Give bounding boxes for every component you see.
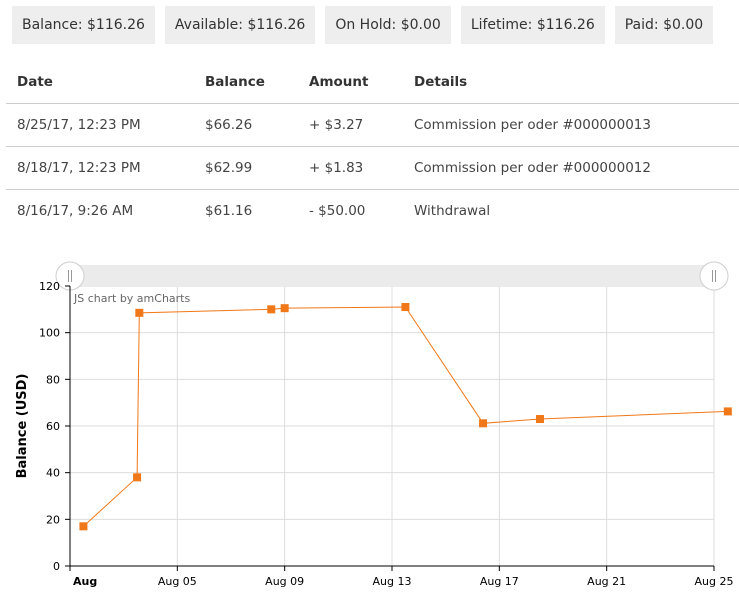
y-tick-label: 0: [53, 560, 60, 573]
x-tick-label: Aug 05: [158, 575, 197, 588]
table-row: 8/25/17, 12:23 PM $66.26 + $3.27 Commiss…: [6, 103, 739, 147]
x-tick-label: Aug 25: [695, 575, 734, 588]
table-header-row: Date Balance Amount Details: [6, 61, 739, 104]
lifetime-stat: Lifetime: $116.26: [460, 6, 605, 44]
row-details: Withdrawal: [414, 203, 491, 219]
scrollbar-track[interactable]: [70, 265, 714, 287]
data-point: [536, 415, 545, 424]
balance-chart-svg: JS chart by amCharts Balance (USD) 0 20 40…: [15, 261, 733, 588]
available-stat: Available: $116.26: [164, 6, 316, 44]
table-row: 8/18/17, 12:23 PM $62.99 + $1.83 Commiss…: [6, 146, 739, 190]
x-tick-label: Aug 13: [373, 575, 412, 588]
chart-scrollbar[interactable]: [55, 261, 729, 291]
balance-stat: Balance: $116.26: [12, 6, 155, 44]
data-point: [79, 522, 88, 531]
row-date: 8/16/17, 9:26 AM: [17, 203, 134, 219]
row-details: Commission per oder #000000012: [403, 146, 739, 190]
y-tick-label: 20: [46, 513, 60, 526]
scrollbar-left-handle[interactable]: [55, 261, 85, 291]
data-point: [133, 473, 142, 482]
x-tick-label: Aug 17: [480, 575, 519, 588]
x-tick-label: Aug 09: [265, 575, 304, 588]
details-column-header: Details: [403, 61, 739, 104]
chart-credit[interactable]: JS chart by amCharts: [73, 292, 190, 305]
y-axis-label: Balance (USD): [15, 374, 30, 479]
table-row: 8/16/17, 9:26 AM $61.16 - $50.00 Withdra…: [6, 190, 739, 233]
on-hold-stat: On Hold: $0.00: [325, 6, 451, 44]
data-point: [479, 419, 488, 428]
row-amount: - $50.00: [309, 203, 366, 219]
balance-chart: JS chart by amCharts Balance (USD) 0 20 40…: [0, 255, 739, 597]
transactions-table: Date Balance Amount Details 8/25/17, 12:…: [6, 61, 739, 232]
row-balance: $66.26: [194, 103, 298, 147]
y-tick-label: 60: [46, 420, 60, 433]
y-tick-label: 100: [39, 327, 60, 340]
chart-axes: 0 20 40 60 80 100 120 Aug Aug 05 Aug 09 Aug 13 Aug …: [39, 280, 733, 588]
row-details: Commission per oder #000000013: [403, 103, 739, 147]
data-point: [723, 407, 732, 416]
y-tick-label: 80: [46, 373, 60, 386]
data-point: [135, 308, 144, 317]
chart-grid: [70, 285, 715, 567]
row-date: 8/25/17, 12:23 PM: [6, 103, 194, 147]
chart-series: [79, 303, 732, 531]
data-point: [267, 305, 276, 314]
data-point: [280, 304, 289, 313]
date-column-header: Date: [6, 61, 194, 104]
balance-column-header: Balance: [194, 61, 298, 104]
x-tick-label: Aug: [73, 575, 97, 588]
row-amount: + $1.83: [298, 146, 403, 190]
x-tick-label: Aug 21: [587, 575, 626, 588]
series-line: [83, 306, 728, 527]
scrollbar-right-handle[interactable]: [699, 261, 729, 291]
data-point: [401, 303, 410, 311]
amount-column-header: Amount: [298, 61, 403, 104]
row-balance: $61.16: [205, 203, 253, 219]
row-date: 8/18/17, 12:23 PM: [6, 146, 194, 190]
y-tick-label: 120: [39, 280, 60, 293]
y-tick-label: 40: [46, 467, 60, 480]
stats-bar: Balance: $116.26 Available: $116.26 On H…: [12, 6, 723, 44]
row-amount: + $3.27: [298, 103, 403, 147]
paid-stat: Paid: $0.00: [614, 6, 714, 44]
row-balance: $62.99: [194, 146, 298, 190]
